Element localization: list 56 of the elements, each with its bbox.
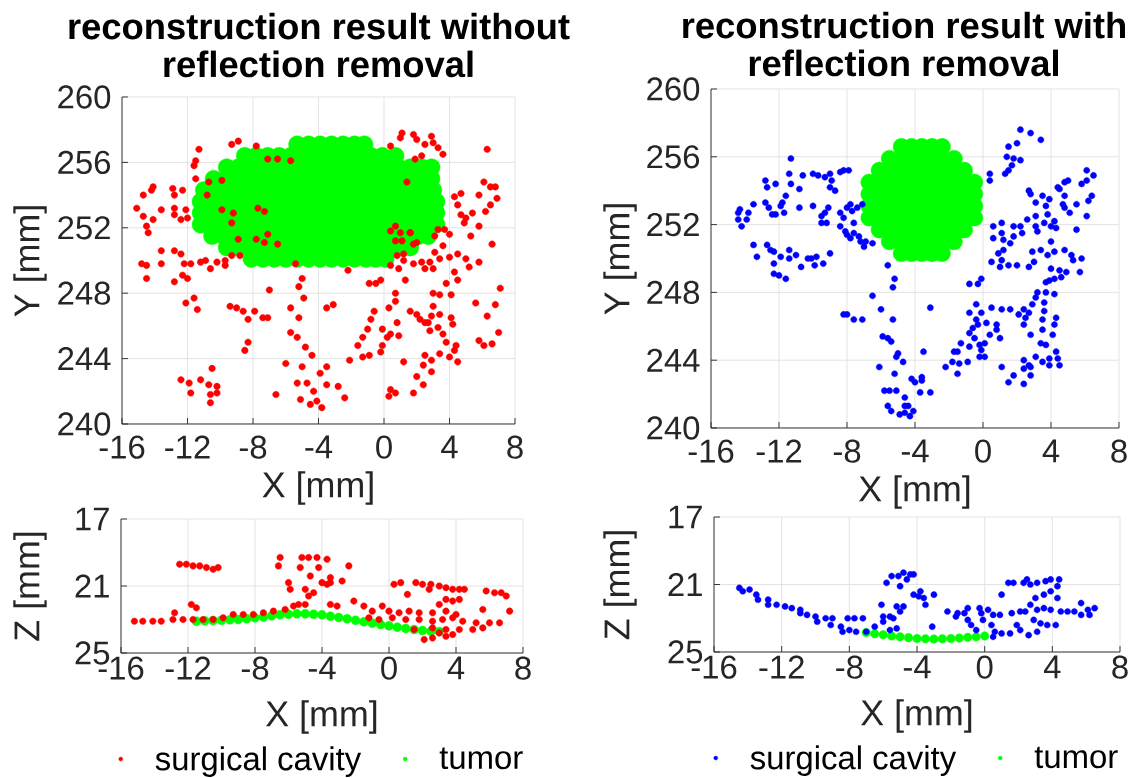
x-tick-label: -8 bbox=[241, 656, 269, 680]
x-tick-label: 4 bbox=[447, 656, 465, 680]
y-axis-title: Y [mm] bbox=[603, 204, 637, 315]
x-axis-title: X [mm] bbox=[861, 699, 972, 733]
y-tick-label: 21 bbox=[75, 574, 109, 598]
x-tick-label: -16 bbox=[688, 439, 734, 463]
x-tick-label: -12 bbox=[165, 435, 210, 459]
x-tick-label: 0 bbox=[975, 439, 991, 463]
x-tick-label: -4 bbox=[308, 656, 336, 680]
y-axis-title: Z [mm] bbox=[13, 532, 47, 641]
x-tick-label: -12 bbox=[759, 655, 804, 679]
x-tick-label: -8 bbox=[239, 435, 267, 459]
y-axis-title: Z [mm] bbox=[603, 531, 637, 640]
y-tick-label: 260 bbox=[647, 77, 700, 101]
x-tick-label: 4 bbox=[1042, 439, 1060, 463]
x-tick-label: -8 bbox=[833, 439, 861, 463]
legend-label: tumor bbox=[1034, 746, 1118, 769]
y-axis-title: Y [mm] bbox=[13, 206, 47, 317]
y-tick-label: 256 bbox=[58, 150, 111, 175]
x-tick-label: 0 bbox=[976, 655, 993, 679]
x-tick-label: -4 bbox=[901, 439, 929, 463]
y-tick-label: 260 bbox=[58, 85, 111, 109]
x-tick-label: -12 bbox=[165, 656, 211, 680]
x-tick-label: 8 bbox=[515, 656, 531, 680]
y-tick-label: 248 bbox=[647, 280, 700, 305]
x-tick-label: 8 bbox=[1112, 655, 1128, 679]
y-tick-label: 244 bbox=[58, 347, 111, 371]
chart-title: reconstruction result without reflection removal bbox=[69, 12, 570, 78]
x-tick-label: -16 bbox=[99, 435, 145, 459]
x-tick-label: 0 bbox=[376, 435, 392, 459]
y-tick-label: 17 bbox=[669, 505, 702, 529]
x-tick-label: -8 bbox=[836, 655, 863, 679]
x-axis-title: X [mm] bbox=[859, 475, 970, 509]
y-tick-label: 21 bbox=[668, 573, 702, 596]
x-tick-label: 8 bbox=[1111, 439, 1127, 463]
x-tick-label: 4 bbox=[441, 435, 458, 459]
y-tick-label: 240 bbox=[647, 416, 700, 440]
y-tick-label: 252 bbox=[647, 212, 699, 237]
x-tick-label: 8 bbox=[507, 435, 523, 459]
x-tick-label: 0 bbox=[381, 656, 397, 680]
x-axis-title: X [mm] bbox=[262, 471, 373, 505]
y-tick-label: 240 bbox=[58, 412, 111, 436]
legend-label: surgical cavity bbox=[155, 746, 362, 777]
legend-label: tumor bbox=[439, 747, 523, 770]
y-tick-label: 244 bbox=[647, 348, 700, 372]
y-tick-label: 17 bbox=[76, 507, 109, 531]
y-tick-label: 252 bbox=[58, 216, 110, 240]
chart-title: reconstruction result with reflection removal bbox=[683, 11, 1125, 77]
y-tick-label: 256 bbox=[647, 145, 700, 169]
x-tick-label: 4 bbox=[1043, 655, 1061, 679]
x-tick-label: -4 bbox=[903, 655, 931, 679]
x-axis-title: X [mm] bbox=[266, 700, 377, 734]
x-tick-label: -12 bbox=[756, 439, 802, 463]
legend-label: surgical cavity bbox=[750, 745, 957, 776]
y-tick-label: 248 bbox=[58, 281, 111, 305]
x-tick-label: -4 bbox=[305, 435, 333, 459]
